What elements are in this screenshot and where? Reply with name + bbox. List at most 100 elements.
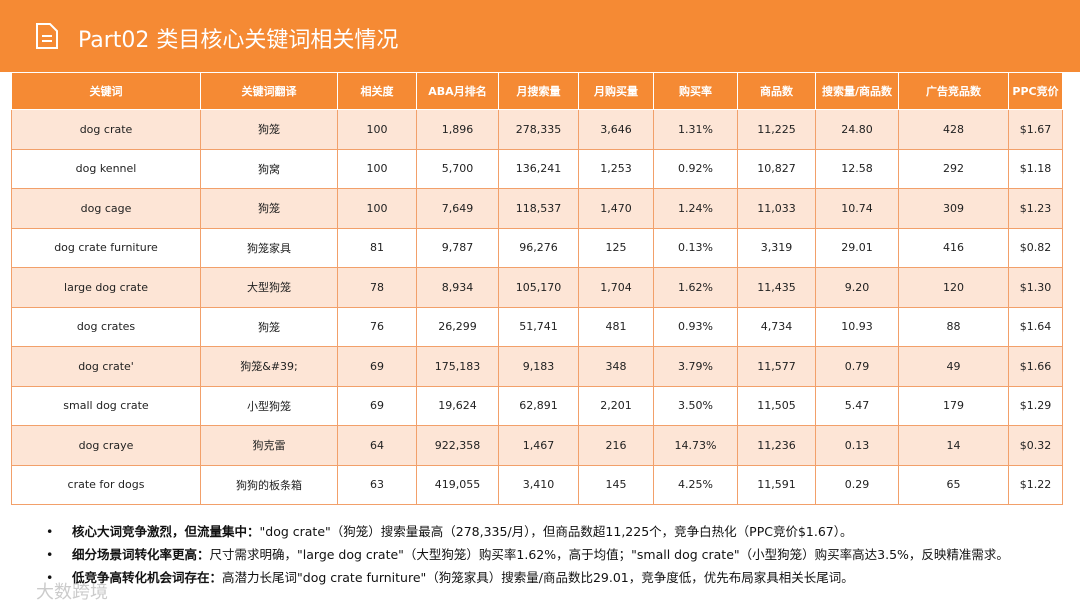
- table-cell: 481: [578, 306, 654, 347]
- table-cell: 7,649: [416, 188, 499, 229]
- header-bar: [0, 0, 1080, 72]
- table-cell: 179: [898, 385, 1009, 426]
- table-row: dog crate' 狗笼&#39; 69 175,183 9,183 348 3.79% 1…: [11, 346, 1063, 387]
- table-cell: 69: [337, 346, 417, 387]
- table-cell: 11,577: [737, 346, 816, 387]
- table-cell: $1.64: [1008, 306, 1063, 347]
- table-cell: 3,319: [737, 227, 816, 268]
- table-cell: 狗狗的板条箱: [200, 464, 338, 505]
- bullet-text: 尺寸需求明确，"large dog crate"（大型狗笼）购买率1.62%，高…: [209, 547, 1009, 562]
- table-cell: 1,253: [578, 148, 654, 189]
- table-cell: 428: [898, 109, 1009, 150]
- table-cell: 49: [898, 346, 1009, 387]
- table-cell: 0.13: [815, 425, 899, 466]
- table-cell: 100: [337, 109, 417, 150]
- table-cell: dog crates: [11, 306, 201, 347]
- table-cell: 狗笼: [200, 306, 338, 347]
- table-cell: 1.31%: [653, 109, 738, 150]
- table-cell: 狗笼家具: [200, 227, 338, 268]
- table-cell: dog crate: [11, 109, 201, 150]
- table-cell: 4.25%: [653, 464, 738, 505]
- table-row: large dog crate 大型狗笼 78 8,934 105,170 1,704 1.…: [11, 267, 1063, 308]
- table-cell: dog crate furniture: [11, 227, 201, 268]
- table-cell: 118,537: [498, 188, 579, 229]
- table-cell: 狗笼: [200, 188, 338, 229]
- table-cell: 狗笼: [200, 109, 338, 150]
- table-cell: dog cage: [11, 188, 201, 229]
- table-cell: 63: [337, 464, 417, 505]
- table-cell: $1.66: [1008, 346, 1063, 387]
- bullet-text: "dog crate"（狗笼）搜索量最高（278,335/月），但商品数超11,…: [259, 524, 853, 539]
- table-cell: 狗克雷: [200, 425, 338, 466]
- table-row: crate for dogs 狗狗的板条箱 63 419,055 3,410 145 4.2…: [11, 464, 1063, 505]
- table-cell: 100: [337, 188, 417, 229]
- table-cell: 4,734: [737, 306, 816, 347]
- table-cell: 9,787: [416, 227, 499, 268]
- table-cell: $1.18: [1008, 148, 1063, 189]
- table-cell: 309: [898, 188, 1009, 229]
- table-cell: 88: [898, 306, 1009, 347]
- table-cell: 12.58: [815, 148, 899, 189]
- table-cell: 0.13%: [653, 227, 738, 268]
- bullets: • 核心大词竞争激烈，但流量集中："dog crate"（狗笼）搜索量最高（278…: [46, 521, 1009, 590]
- table-cell: 64: [337, 425, 417, 466]
- column-header: 搜索量/商品数: [815, 72, 899, 110]
- table-cell: 416: [898, 227, 1009, 268]
- table-cell: 81: [337, 227, 417, 268]
- table-cell: 922,358: [416, 425, 499, 466]
- table-cell: 1,704: [578, 267, 654, 308]
- table-cell: $1.29: [1008, 385, 1063, 426]
- table-cell: 9.20: [815, 267, 899, 308]
- table-cell: 11,435: [737, 267, 816, 308]
- table-cell: 78: [337, 267, 417, 308]
- table-row: dog crate furniture 狗笼家具 81 9,787 96,276 125 0…: [11, 227, 1063, 268]
- column-header: 商品数: [737, 72, 816, 110]
- table-cell: 11,591: [737, 464, 816, 505]
- table-cell: 大型狗笼: [200, 267, 338, 308]
- table-cell: 100: [337, 148, 417, 189]
- table-cell: 292: [898, 148, 1009, 189]
- table-cell: 0.79: [815, 346, 899, 387]
- table-cell: 216: [578, 425, 654, 466]
- bullet-dot: •: [46, 547, 54, 562]
- column-header: 月搜索量: [498, 72, 579, 110]
- table-cell: $0.32: [1008, 425, 1063, 466]
- table-row: dog crates 狗笼 76 26,299 51,741 481 0.93% 4,734 1…: [11, 306, 1063, 347]
- table-cell: 0.29: [815, 464, 899, 505]
- table-cell: 8,934: [416, 267, 499, 308]
- column-header: PPC竞价: [1008, 72, 1063, 110]
- table-cell: 96,276: [498, 227, 579, 268]
- column-header: 购买率: [653, 72, 738, 110]
- table-cell: 175,183: [416, 346, 499, 387]
- table-cell: dog craye: [11, 425, 201, 466]
- table-cell: $1.23: [1008, 188, 1063, 229]
- table-row: dog crate 狗笼 100 1,896 278,335 3,646 1.31% 11,2…: [11, 109, 1063, 150]
- table-cell: 19,624: [416, 385, 499, 426]
- table-cell: 3.50%: [653, 385, 738, 426]
- table-cell: 小型狗笼: [200, 385, 338, 426]
- table-cell: 3.79%: [653, 346, 738, 387]
- table-cell: 1,467: [498, 425, 579, 466]
- table-cell: 11,236: [737, 425, 816, 466]
- table-cell: 11,505: [737, 385, 816, 426]
- table-cell: 10,827: [737, 148, 816, 189]
- table-cell: 10.93: [815, 306, 899, 347]
- table-cell: 125: [578, 227, 654, 268]
- table-cell: $0.82: [1008, 227, 1063, 268]
- table-cell: 24.80: [815, 109, 899, 150]
- table-cell: 69: [337, 385, 417, 426]
- table-row: dog craye 狗克雷 64 922,358 1,467 216 14.73% 11,23…: [11, 425, 1063, 466]
- bullet-text: 高潜力长尾词"dog crate furniture"（狗笼家具）搜索量/商品数…: [222, 570, 854, 585]
- table-cell: 9,183: [498, 346, 579, 387]
- table-cell: 0.93%: [653, 306, 738, 347]
- column-header: 相关度: [337, 72, 417, 110]
- table-row: small dog crate 小型狗笼 69 19,624 62,891 2,201 3.…: [11, 385, 1063, 426]
- doc-icon: [36, 23, 58, 49]
- table-cell: 120: [898, 267, 1009, 308]
- table-cell: $1.30: [1008, 267, 1063, 308]
- table-cell: 5,700: [416, 148, 499, 189]
- keyword-table: 关键词 关键词翻译 相关度 ABA月排名 月搜索量 月购买量 购买率 商品数 搜索量/商品数 广告…: [11, 72, 1063, 505]
- table-cell: dog kennel: [11, 148, 201, 189]
- table-cell: 2,201: [578, 385, 654, 426]
